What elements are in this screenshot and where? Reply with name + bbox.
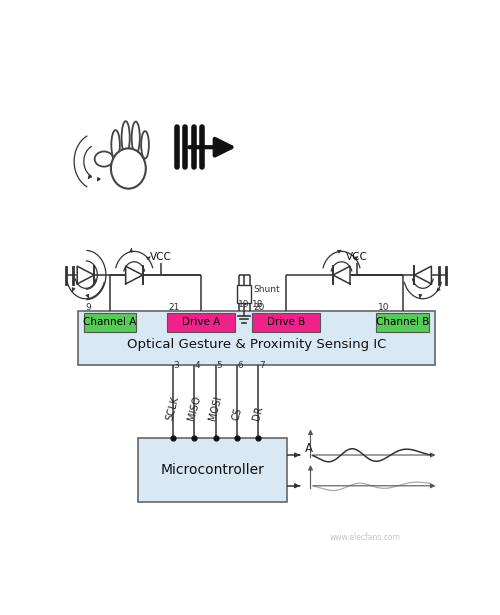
Polygon shape xyxy=(126,266,142,284)
Text: VCC: VCC xyxy=(346,252,368,262)
Bar xyxy=(78,311,434,365)
Bar xyxy=(138,438,287,502)
Text: 4: 4 xyxy=(195,361,200,370)
Text: VCC: VCC xyxy=(150,252,172,262)
Text: 5: 5 xyxy=(216,361,222,370)
Text: 7: 7 xyxy=(259,361,264,370)
Text: CS: CS xyxy=(230,407,243,422)
Text: www.elecfans.com: www.elecfans.com xyxy=(330,533,400,542)
Text: SCLK: SCLK xyxy=(165,395,181,422)
Text: 21: 21 xyxy=(168,303,179,312)
Text: 9: 9 xyxy=(85,303,90,312)
Text: 6: 6 xyxy=(238,361,244,370)
Text: A: A xyxy=(304,442,312,455)
Bar xyxy=(376,313,428,332)
Polygon shape xyxy=(414,266,432,284)
Bar xyxy=(237,285,251,303)
Text: 20: 20 xyxy=(254,303,265,312)
Ellipse shape xyxy=(141,131,149,159)
Polygon shape xyxy=(333,266,350,284)
Text: 10: 10 xyxy=(378,303,389,312)
Text: Drive A: Drive A xyxy=(182,317,220,327)
Ellipse shape xyxy=(132,122,140,154)
Text: DR: DR xyxy=(252,405,265,422)
Text: MOSI: MOSI xyxy=(208,395,224,422)
Text: Optical Gesture & Proximity Sensing IC: Optical Gesture & Proximity Sensing IC xyxy=(126,338,386,351)
Bar xyxy=(84,313,136,332)
Text: 3: 3 xyxy=(174,361,180,370)
Ellipse shape xyxy=(94,151,114,167)
Ellipse shape xyxy=(111,148,146,189)
Ellipse shape xyxy=(122,121,130,154)
Text: Drive B: Drive B xyxy=(267,317,306,327)
Bar xyxy=(167,313,235,332)
Text: 19: 19 xyxy=(238,300,249,309)
Bar xyxy=(252,313,320,332)
Text: Channel A: Channel A xyxy=(84,317,136,327)
Text: 18: 18 xyxy=(252,300,263,309)
Text: MISO: MISO xyxy=(186,395,202,422)
Ellipse shape xyxy=(112,130,120,159)
Text: Channel B: Channel B xyxy=(376,317,429,327)
Text: Shunt: Shunt xyxy=(254,285,280,293)
Text: Microcontroller: Microcontroller xyxy=(160,463,264,477)
Polygon shape xyxy=(77,266,94,284)
